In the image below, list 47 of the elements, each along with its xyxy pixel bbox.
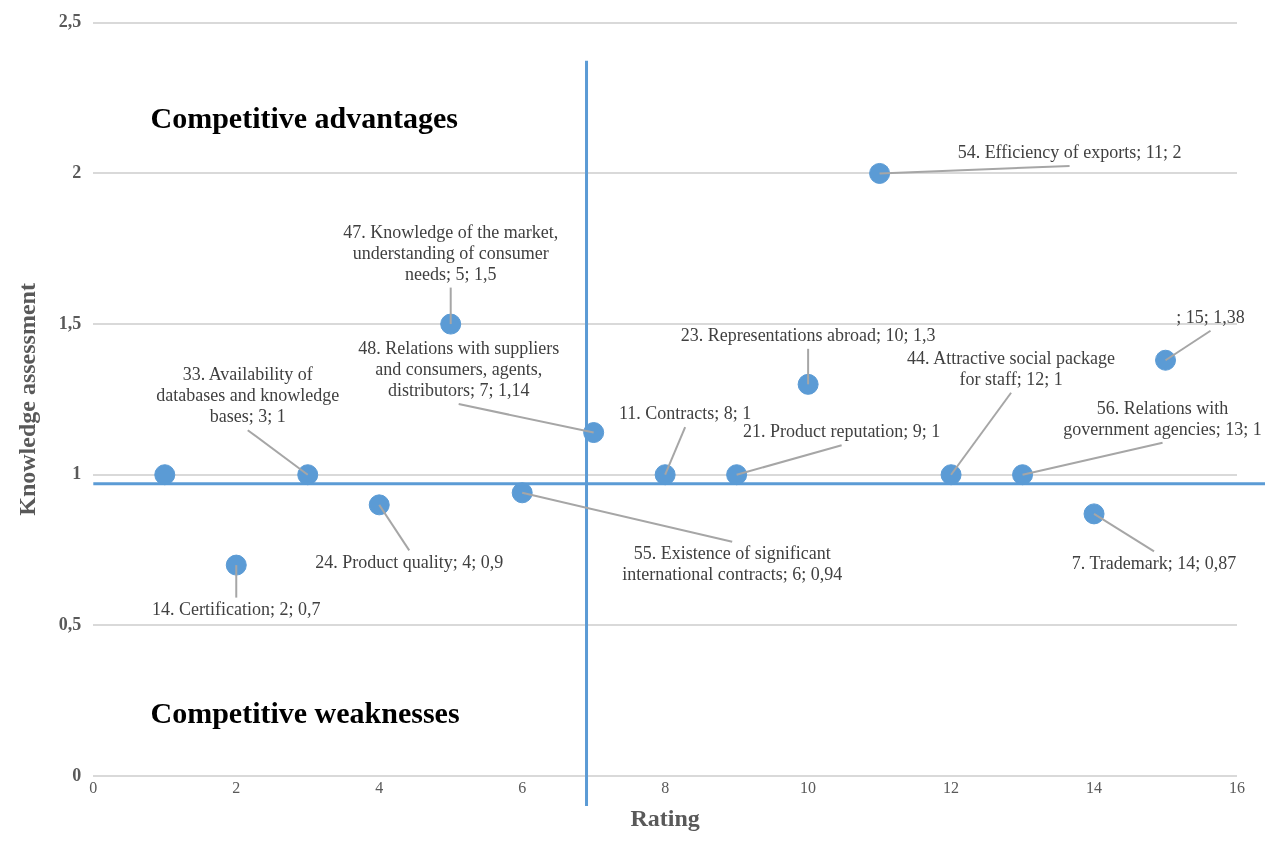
point — [154, 464, 176, 486]
point — [797, 373, 819, 395]
point — [583, 422, 605, 444]
y-tick-label: 2 — [72, 162, 82, 183]
annotation: 7. Trademark; 14; 0,87 — [1071, 552, 1237, 573]
point — [726, 464, 748, 486]
annotation: 21. Product reputation; 9; 1 — [742, 421, 941, 442]
x-tick-label: 0 — [89, 778, 98, 796]
y-tick-label: 0,5 — [58, 614, 82, 635]
x-tick-label: 16 — [1229, 778, 1245, 796]
y-tick-label: 1,5 — [58, 312, 82, 333]
annotation: 23. Representations abroad; 10; 1,3 — [680, 325, 936, 346]
annotation: 14. Certification; 2; 0,7 — [152, 598, 321, 619]
annotation: 56. Relations with government agencies; 13; 1 — [1063, 397, 1262, 439]
x-tick-label: 6 — [518, 778, 527, 796]
x-tick-label: 4 — [375, 778, 384, 796]
point — [1083, 503, 1105, 525]
annotation: 48. Relations with suppliers and consumers, agents, distributors; 7; 1,14 — [358, 338, 560, 401]
x-tick-label: 12 — [943, 778, 960, 796]
annotation: ; 15; 1,38 — [1176, 306, 1245, 327]
point — [297, 464, 319, 486]
x-tick-label: 10 — [800, 778, 817, 796]
point — [511, 482, 533, 504]
x-tick-label: 2 — [232, 778, 241, 796]
point — [1155, 349, 1177, 371]
point — [440, 313, 462, 335]
point — [368, 494, 390, 516]
y-tick-label: 2,5 — [58, 11, 82, 32]
x-axis-title: Rating — [630, 804, 700, 831]
annotation: 33. Availability of databases and knowledge bases; 3; 1 — [156, 364, 340, 427]
annotation: 24. Product quality; 4; 0,9 — [315, 551, 504, 572]
annotation: 54. Efficiency of exports; 11; 2 — [957, 142, 1182, 163]
point — [654, 464, 676, 486]
x-tick-label: 14 — [1086, 778, 1103, 796]
point — [1012, 464, 1034, 486]
annotation: Competitive advantages — [150, 101, 458, 135]
annotation: 47. Knowledge of the market, understanding of consumer needs; 5; 1,5 — [343, 221, 559, 284]
annotation: 55. Existence of significant international contracts; 6; 0,94 — [622, 543, 843, 585]
point — [869, 162, 891, 184]
annotation: Competitive weaknesses — [150, 696, 460, 730]
annotation: 11. Contracts; 8; 1 — [618, 403, 752, 424]
point — [940, 464, 962, 486]
x-tick-label: 8 — [661, 778, 670, 796]
y-axis-title: Knowledge assessment — [13, 283, 40, 516]
point — [225, 554, 247, 576]
y-tick-label: 1 — [72, 463, 82, 484]
annotation: 44. Attractive social package for staff; 12; 1 — [907, 347, 1116, 389]
